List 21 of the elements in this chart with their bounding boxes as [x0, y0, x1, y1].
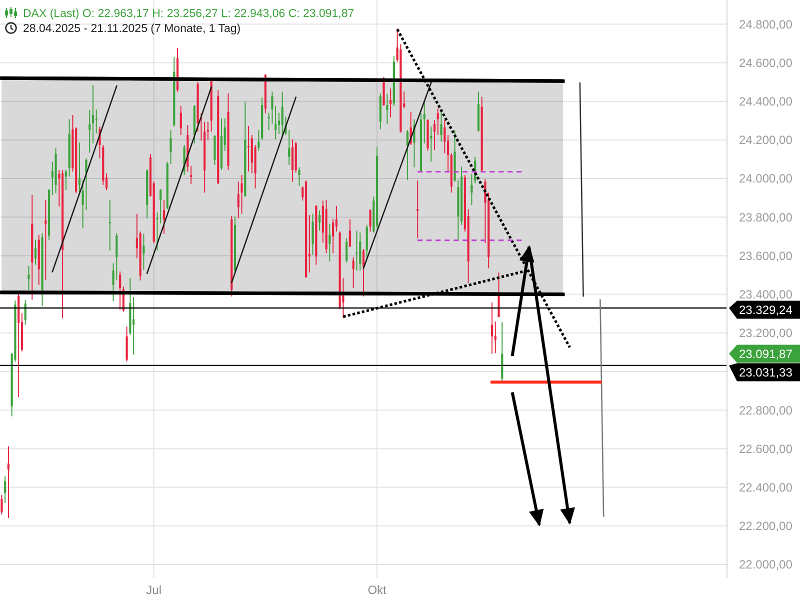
y-tick-label: 24.200,00: [739, 133, 793, 148]
y-tick-label: 24.600,00: [739, 56, 793, 70]
x-tick-label: Jul: [146, 583, 162, 598]
ref-line-label: 23.031,33: [739, 365, 793, 380]
y-tick-label: 23.800,00: [739, 210, 793, 224]
y-tick-label: 22.000,00: [739, 558, 793, 572]
text: DAX (Last) O: 22.963,17 H: 23.256,27 L: 22.943,06 C: 23.091,87: [23, 8, 354, 20]
y-tick-label: 22.400,00: [739, 480, 793, 494]
y-tick-label: 22.600,00: [739, 442, 793, 456]
ref-line-label: 23.329,24: [739, 303, 793, 318]
x-tick-label: Okt: [368, 583, 388, 598]
y-tick-label: 24.000,00: [739, 172, 793, 186]
y-tick-label: 23.200,00: [739, 326, 793, 340]
y-tick-label: 24.400,00: [739, 94, 793, 109]
y-tick-label: 24.800,00: [739, 17, 793, 32]
text: 28.04.2025 - 21.11.2025 (7 Monate, 1 Tag): [23, 23, 241, 35]
y-tick-label: 23.600,00: [739, 248, 793, 263]
y-tick-label: 22.800,00: [739, 403, 793, 418]
y-tick-label: 22.200,00: [739, 519, 793, 534]
text: 23.091,87: [739, 346, 793, 361]
y-tick-label: 23.400,00: [739, 288, 793, 302]
